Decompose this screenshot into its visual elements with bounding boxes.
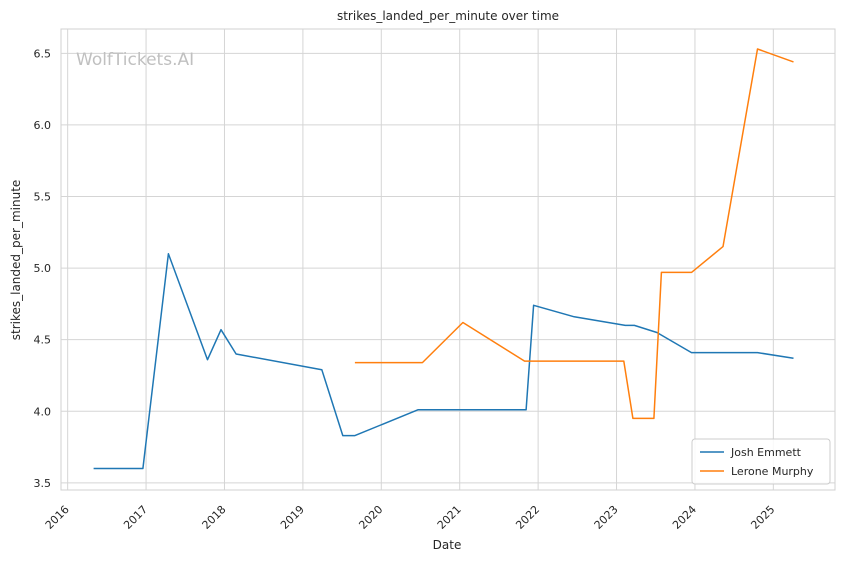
legend-label-lerone-murphy: Lerone Murphy (731, 465, 814, 478)
x-tick-label: 2021 (435, 503, 464, 532)
x-tick-label: 2018 (200, 503, 229, 532)
legend-label-josh-emmett: Josh Emmett (730, 446, 802, 459)
y-tick-label: 4.5 (34, 334, 52, 347)
x-tick-label: 2020 (356, 503, 385, 532)
y-axis-ticks: 3.5 4.0 4.5 5.0 5.5 6.0 6.5 (34, 47, 52, 490)
series-layer (93, 48, 794, 470)
y-tick-label: 5.0 (34, 262, 52, 275)
grid-lines (61, 29, 835, 490)
x-axis-ticks: 2016 2017 2018 2019 2020 2021 2022 2023 2024 2025 (43, 503, 778, 532)
x-tick-label: 2022 (513, 503, 542, 532)
y-tick-label: 3.5 (34, 477, 52, 490)
y-tick-label: 4.0 (34, 405, 52, 418)
series-line-lerone-murphy (354, 48, 794, 420)
x-tick-label: 2024 (670, 503, 699, 532)
x-tick-label: 2025 (748, 503, 777, 532)
series-line-josh-emmett (93, 253, 794, 470)
legend-box (691, 438, 831, 485)
chart-title: strikes_landed_per_minute over time (337, 9, 559, 23)
y-tick-label: 6.0 (34, 119, 52, 132)
y-tick-label: 6.5 (34, 47, 52, 60)
watermark: WolfTickets.AI (76, 50, 194, 70)
x-tick-label: 2019 (278, 503, 307, 532)
plot-area (60, 28, 836, 491)
x-axis-title: Date (433, 538, 462, 552)
x-tick-label: 2023 (592, 503, 621, 532)
y-tick-label: 5.5 (34, 191, 52, 204)
y-axis-title: strikes_landed_per_minute (9, 180, 23, 341)
x-tick-label: 2017 (121, 503, 150, 532)
x-tick-label: 2016 (43, 503, 72, 532)
legend: Josh Emmett Lerone Murphy (691, 438, 831, 485)
